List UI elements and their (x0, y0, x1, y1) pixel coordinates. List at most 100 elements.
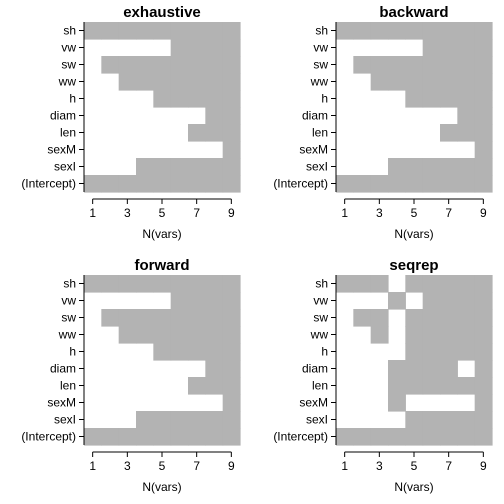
cell-sw-6 (170, 56, 189, 74)
cell-(Intercept)-9 (474, 428, 493, 446)
cell-(Intercept)-8 (457, 428, 476, 446)
x-tick-label: 5 (159, 459, 166, 473)
cell-(Intercept)-4 (388, 428, 406, 446)
y-tick-label: (Intercept) (21, 177, 76, 191)
cell-diam-7 (440, 360, 458, 378)
y-tick-label: sw (313, 311, 328, 325)
cell-sexI-7 (188, 411, 206, 429)
cell-diam-9 (222, 107, 241, 125)
cell-sh-4 (136, 22, 154, 40)
cell-h-5 (153, 90, 172, 108)
cell-sexI-7 (188, 158, 206, 176)
cell-sh-6 (422, 22, 441, 40)
cell-ww-5 (153, 73, 172, 91)
x-tick-label: 7 (193, 459, 200, 473)
panel-title: backward (379, 4, 448, 21)
y-tick-label: diam (50, 362, 76, 376)
y-tick-label: sh (315, 24, 328, 38)
y-tick-label: sw (313, 58, 328, 72)
cell-sw-2 (353, 56, 372, 74)
cell-len-8 (205, 377, 224, 395)
cell-sh-9 (222, 22, 241, 40)
y-tick-label: sh (315, 277, 328, 291)
cell-sw-8 (457, 309, 476, 327)
cell-sw-9 (474, 56, 493, 74)
cell-sh-5 (405, 22, 424, 40)
y-tick-label: len (312, 379, 328, 393)
cell-ww-3 (118, 73, 137, 91)
cell-sh-9 (222, 275, 241, 293)
cell-ww-6 (170, 326, 189, 344)
cell-sexM-9 (474, 394, 493, 412)
x-tick-label: 1 (89, 206, 96, 220)
cell-diam-9 (222, 360, 241, 378)
x-tick-label: 9 (480, 459, 487, 473)
cell-ww-6 (170, 73, 189, 91)
cell-sh-6 (170, 22, 189, 40)
cell-sexI-6 (170, 158, 189, 176)
cell-sw-3 (118, 56, 137, 74)
y-tick-label: diam (302, 109, 328, 123)
cell-sw-4 (136, 56, 154, 74)
y-tick-label: vw (61, 294, 76, 308)
cell-sh-8 (205, 275, 224, 293)
cell-sexI-9 (474, 411, 493, 429)
cell-sh-1 (336, 22, 354, 40)
cell-h-7 (188, 343, 206, 361)
cell-ww-4 (136, 73, 154, 91)
x-tick-label: 1 (341, 206, 348, 220)
cell-len-7 (440, 377, 458, 395)
cell-h-9 (474, 343, 493, 361)
cell-sh-5 (153, 22, 172, 40)
cell-diam-6 (422, 360, 441, 378)
cell-h-9 (222, 343, 241, 361)
cell-(Intercept)-2 (353, 428, 372, 446)
cell-(Intercept)-2 (101, 428, 120, 446)
cell-len-8 (457, 124, 476, 142)
cell-ww-8 (457, 73, 476, 91)
y-tick-label: ww (58, 328, 77, 342)
cell-sexI-6 (170, 411, 189, 429)
cell-ww-8 (205, 73, 224, 91)
x-axis-label: N(vars) (394, 227, 433, 241)
cell-(Intercept)-8 (205, 175, 224, 193)
cell-len-7 (188, 124, 206, 142)
cell-ww-7 (188, 326, 206, 344)
cell-sh-7 (440, 275, 458, 293)
cell-vw-7 (440, 292, 458, 310)
cell-diam-5 (405, 360, 424, 378)
y-tick-label: vw (61, 41, 76, 55)
cell-vw-7 (188, 292, 206, 310)
cell-h-9 (474, 90, 493, 108)
x-axis-label: N(vars) (142, 227, 181, 241)
cell-(Intercept)-5 (153, 428, 172, 446)
y-tick-label: sexM (299, 143, 328, 157)
x-tick-label: 5 (411, 459, 418, 473)
cell-(Intercept)-2 (101, 175, 120, 193)
y-tick-label: sexM (299, 396, 328, 410)
cell-sexI-5 (153, 158, 172, 176)
cell-(Intercept)-4 (136, 428, 154, 446)
cell-h-7 (440, 343, 458, 361)
y-tick-label: sexI (306, 413, 328, 427)
cell-ww-7 (188, 73, 206, 91)
cell-sh-7 (188, 275, 206, 293)
cell-ww-9 (474, 73, 493, 91)
x-tick-label: 3 (376, 206, 383, 220)
cell-ww-5 (153, 326, 172, 344)
y-tick-label: sexI (54, 160, 76, 174)
cell-sexI-5 (153, 411, 172, 429)
cell-h-6 (170, 343, 189, 361)
cell-ww-5 (405, 73, 424, 91)
y-tick-label: ww (310, 328, 329, 342)
cell-sh-2 (101, 275, 120, 293)
y-tick-label: sexM (47, 396, 76, 410)
y-tick-label: sexM (47, 143, 76, 157)
cell-sh-1 (336, 275, 354, 293)
cell-sexM-9 (222, 141, 241, 159)
cell-vw-6 (170, 39, 189, 57)
cell-diam-9 (474, 107, 493, 125)
cell-sh-1 (84, 22, 102, 40)
cell-sexI-6 (422, 158, 441, 176)
